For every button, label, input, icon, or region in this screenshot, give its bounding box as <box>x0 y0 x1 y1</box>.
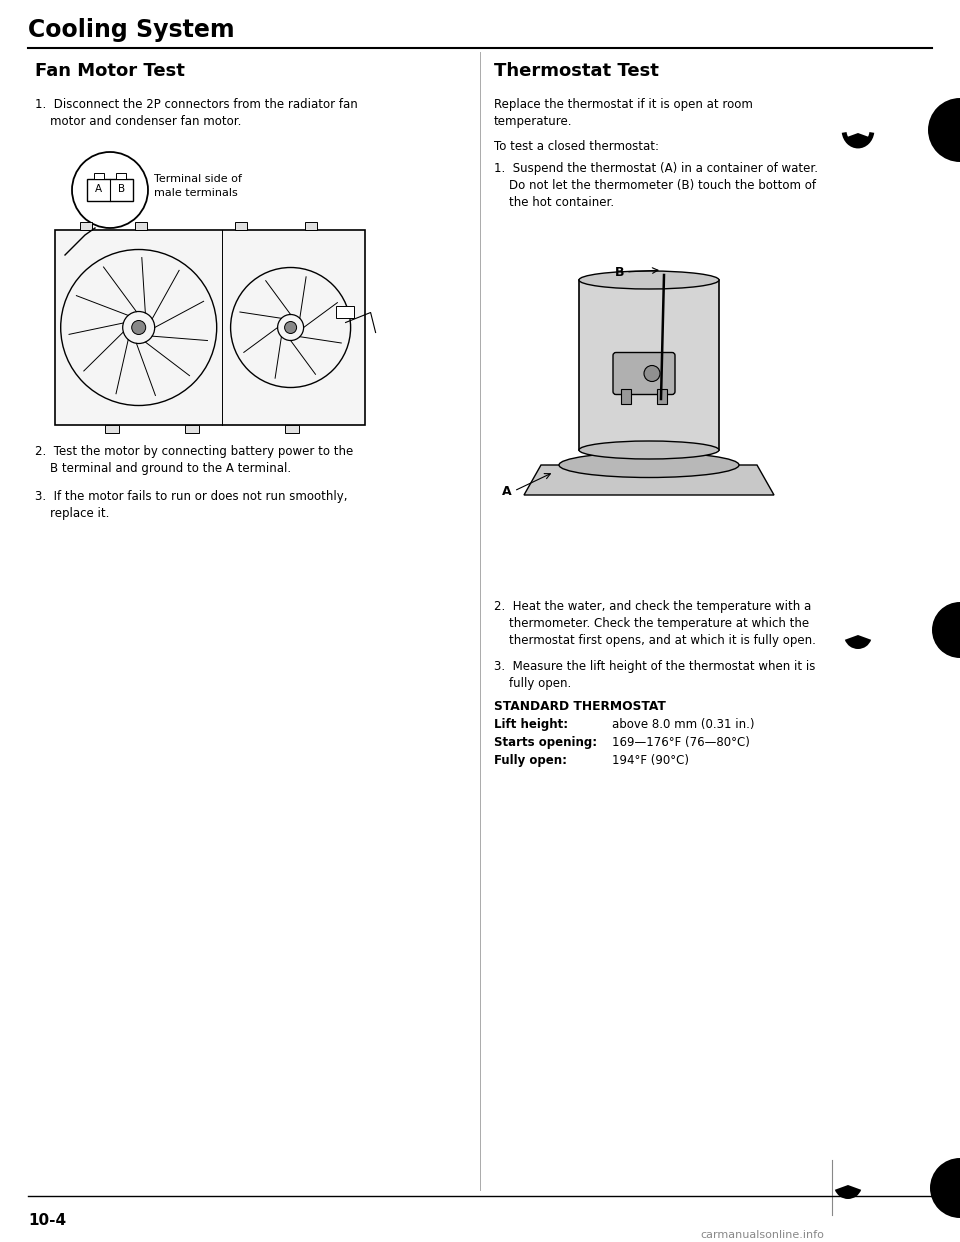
Text: Lift height:: Lift height: <box>494 718 568 732</box>
Wedge shape <box>845 133 871 147</box>
Text: A: A <box>502 484 512 498</box>
Text: STANDARD THERMOSTAT: STANDARD THERMOSTAT <box>494 700 666 713</box>
Text: 2.  Heat the water, and check the temperature with a
    thermometer. Check the : 2. Heat the water, and check the tempera… <box>494 600 816 647</box>
Bar <box>80 222 92 230</box>
Bar <box>87 179 133 201</box>
Text: B: B <box>118 184 126 194</box>
Circle shape <box>284 322 297 334</box>
Text: 3.  Measure the lift height of the thermostat when it is
    fully open.: 3. Measure the lift height of the thermo… <box>494 660 815 691</box>
Text: Fan Motor Test: Fan Motor Test <box>35 62 185 79</box>
Wedge shape <box>835 1185 861 1199</box>
Bar <box>55 230 365 425</box>
Text: Fully open:: Fully open: <box>494 754 567 768</box>
Text: above 8.0 mm (0.31 in.): above 8.0 mm (0.31 in.) <box>612 718 755 732</box>
Text: 194°F (90°C): 194°F (90°C) <box>612 754 689 768</box>
Bar <box>657 389 667 404</box>
Bar <box>621 389 631 404</box>
Text: 10-4: 10-4 <box>28 1213 66 1228</box>
Wedge shape <box>932 602 960 658</box>
Text: B: B <box>614 266 624 278</box>
Bar <box>135 222 147 230</box>
Text: 3.  If the motor fails to run or does not run smoothly,
    replace it.: 3. If the motor fails to run or does not… <box>35 491 348 520</box>
Text: Replace the thermostat if it is open at room
temperature.: Replace the thermostat if it is open at … <box>494 98 753 128</box>
Bar <box>105 425 119 433</box>
Text: carmanualsonline.info: carmanualsonline.info <box>700 1230 824 1240</box>
Text: 1.  Suspend the thermostat (A) in a container of water.
    Do not let the therm: 1. Suspend the thermostat (A) in a conta… <box>494 161 818 209</box>
Polygon shape <box>524 465 774 496</box>
Bar <box>185 425 199 433</box>
Wedge shape <box>930 1158 960 1218</box>
Ellipse shape <box>579 441 719 460</box>
Bar <box>305 222 317 230</box>
Bar <box>94 173 104 179</box>
FancyBboxPatch shape <box>613 353 675 395</box>
Circle shape <box>644 365 660 381</box>
Text: To test a closed thermostat:: To test a closed thermostat: <box>494 140 659 153</box>
Bar <box>235 222 247 230</box>
Text: Terminal side of
male terminals: Terminal side of male terminals <box>154 174 242 197</box>
Text: 2.  Test the motor by connecting battery power to the
    B terminal and ground : 2. Test the motor by connecting battery … <box>35 445 353 474</box>
Bar <box>285 425 299 433</box>
Text: 1.  Disconnect the 2P connectors from the radiator fan
    motor and condenser f: 1. Disconnect the 2P connectors from the… <box>35 98 358 128</box>
Wedge shape <box>928 98 960 161</box>
Text: Starts opening:: Starts opening: <box>494 737 597 749</box>
Bar <box>116 173 126 179</box>
Wedge shape <box>845 635 871 650</box>
Bar <box>336 306 353 318</box>
Text: 169—176°F (76—80°C): 169—176°F (76—80°C) <box>612 737 750 749</box>
Ellipse shape <box>559 452 739 477</box>
Circle shape <box>132 320 146 334</box>
Text: Thermostat Test: Thermostat Test <box>494 62 659 79</box>
Text: Cooling System: Cooling System <box>28 17 234 42</box>
Ellipse shape <box>579 271 719 289</box>
Text: A: A <box>94 184 102 194</box>
Bar <box>579 279 719 450</box>
